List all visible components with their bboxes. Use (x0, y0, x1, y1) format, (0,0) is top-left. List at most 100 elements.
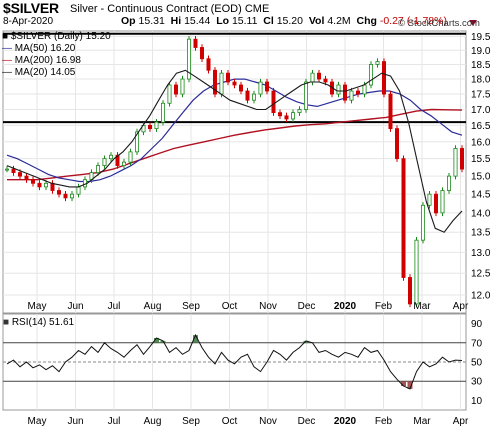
candle (388, 93, 393, 130)
copyright: © StockCharts.com (398, 18, 480, 29)
candle (349, 90, 354, 101)
candle (290, 112, 295, 120)
rsi-x-tick-label: May (28, 416, 47, 427)
candle (44, 182, 49, 188)
candle (342, 84, 347, 101)
low-label: Lo (216, 15, 230, 27)
candle (427, 193, 432, 206)
candle (297, 109, 302, 114)
candle (180, 78, 185, 95)
candle (122, 161, 127, 166)
rsi-x-tick-label: Jun (67, 416, 83, 427)
x-tick-label: May (28, 301, 47, 312)
x-tick-label: Dec (298, 301, 316, 312)
rsi-overbought-fill (154, 338, 159, 343)
rsi-overbought-fill (193, 335, 198, 343)
rsi-legend: ■ RSI(14) 51.61 (3, 317, 75, 328)
candle (102, 158, 107, 166)
candle (115, 154, 120, 166)
candle (401, 158, 406, 278)
candle (128, 151, 133, 163)
candle (433, 193, 438, 214)
candle (446, 175, 451, 191)
candle (258, 81, 263, 95)
candle (30, 179, 35, 184)
candle (134, 131, 139, 153)
chart-header: $SILVER Silver - Continuous Contract (EO… (0, 0, 494, 30)
candle (96, 165, 101, 173)
y-tick-label: 15.0 (471, 172, 491, 183)
close-value: 15.20 (276, 15, 303, 27)
candle (271, 90, 276, 114)
volume-label: Vol (308, 15, 325, 27)
rsi-x-tick-label: Apr (453, 416, 469, 427)
candle (245, 90, 250, 101)
ohlc-readout: Op 15.31 Hi 15.44 Lo 15.11 Cl 15.20 Vol … (121, 15, 447, 27)
candle (238, 84, 243, 92)
rsi-x-tick-label: Oct (222, 416, 238, 427)
candle (381, 61, 386, 95)
y-tick-label: 17.5 (471, 90, 491, 101)
candle (420, 204, 425, 241)
candle (37, 182, 42, 188)
rsi-x-tick-label: Sep (182, 416, 200, 427)
y-tick-label: 13.5 (471, 228, 491, 239)
candle (206, 58, 211, 71)
rsi-x-tick-label: Mar (413, 416, 431, 427)
rsi-x-tick-label: Jul (108, 416, 121, 427)
x-tick-label: 2020 (334, 301, 357, 312)
candle (70, 193, 75, 199)
candle (440, 190, 445, 214)
candle (232, 81, 237, 86)
y-tick-label: 18.0 (471, 75, 491, 86)
quote-date: 8-Apr-2020 (3, 16, 54, 27)
y-tick-label: 12.5 (471, 269, 491, 280)
candle (355, 90, 360, 95)
change-value: -0.27 (-1.78%) (379, 15, 447, 27)
rsi-y-tick-label: 30 (471, 377, 483, 388)
candle (407, 277, 412, 305)
candle (251, 93, 256, 101)
candle (453, 148, 458, 177)
rsi-x-tick-label: Feb (375, 416, 393, 427)
rsi-x-tick-label: Dec (298, 416, 316, 427)
legend-main: ■ $SILVER (Daily) 15.20 (2, 31, 111, 42)
candle (414, 239, 419, 305)
y-tick-label: 16.5 (471, 121, 491, 132)
ma200-line (7, 108, 463, 181)
candle (303, 81, 308, 110)
y-tick-label: 14.0 (471, 208, 491, 219)
candle (63, 193, 68, 199)
chart-legend: ■ $SILVER (Daily) 15.20 — MA(50) 16.20 —… (2, 31, 111, 79)
open-value: 15.31 (138, 15, 165, 27)
candle (212, 69, 217, 95)
candle (219, 72, 224, 95)
rsi-y-tick-label: 70 (471, 338, 483, 349)
rsi-label: RSI(14) 51.61 (11, 317, 75, 328)
y-tick-label: 15.5 (471, 154, 491, 165)
x-tick-label: Aug (144, 301, 162, 312)
low-value: 15.11 (231, 15, 258, 27)
x-tick-label: Mar (413, 301, 431, 312)
candle (193, 38, 198, 48)
x-tick-label: Jul (108, 301, 121, 312)
x-tick-label: Sep (182, 301, 200, 312)
legend-ma20: — MA(20) 14.05 (2, 67, 76, 78)
rsi-y-tick-label: 10 (471, 396, 483, 407)
y-tick-label: 19.5 (471, 32, 491, 43)
candle (225, 72, 230, 83)
close-label: Cl (263, 15, 274, 27)
candle (24, 175, 29, 181)
candle (173, 84, 178, 95)
y-tick-label: 17.0 (471, 105, 491, 116)
y-tick-label: 12.0 (471, 290, 491, 301)
rsi-line (6, 333, 463, 390)
symbol-title: $SILVER (3, 0, 59, 16)
open-label: Op (121, 15, 136, 27)
candle (199, 47, 204, 60)
down-arrow-icon (469, 20, 477, 26)
rsi-y-tick-label: 90 (471, 319, 483, 330)
rsi-oversold-fill (401, 381, 406, 386)
candle (310, 72, 315, 83)
